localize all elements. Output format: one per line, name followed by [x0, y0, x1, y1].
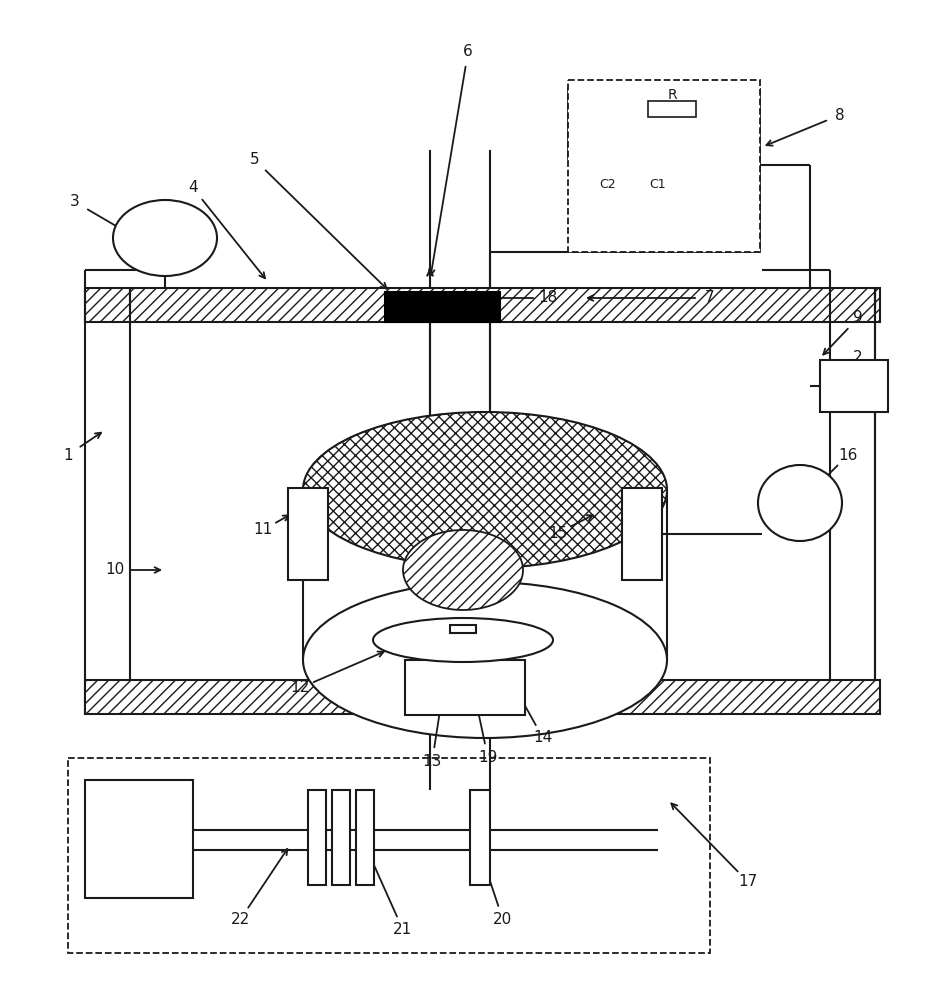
Bar	[85, 680, 880, 714]
Ellipse shape	[403, 530, 523, 610]
Text: 3: 3	[70, 194, 80, 210]
Text: 5: 5	[250, 152, 259, 167]
Text: P.G.: P.G.	[152, 231, 178, 245]
Text: 22: 22	[230, 912, 250, 928]
Text: 17: 17	[739, 874, 758, 890]
Text: C1: C1	[650, 178, 666, 192]
Bar	[568, 80, 760, 252]
Ellipse shape	[303, 412, 667, 568]
Bar	[288, 488, 328, 580]
Text: 14: 14	[533, 730, 553, 746]
Bar	[85, 288, 880, 322]
Ellipse shape	[758, 465, 842, 541]
Bar	[470, 790, 490, 885]
Text: R: R	[667, 88, 677, 102]
Text: 10: 10	[105, 562, 125, 578]
Text: 19: 19	[478, 750, 497, 766]
Bar	[385, 292, 500, 322]
Text: 18: 18	[539, 290, 557, 306]
Bar	[622, 488, 662, 580]
Text: 9: 9	[854, 310, 863, 326]
Text: 4: 4	[188, 180, 197, 196]
Text: 13: 13	[422, 754, 442, 770]
Bar	[356, 790, 374, 885]
Text: 11: 11	[254, 522, 273, 538]
Text: 8: 8	[835, 107, 845, 122]
Bar	[405, 660, 525, 715]
Ellipse shape	[373, 618, 553, 662]
Text: 1: 1	[63, 448, 72, 462]
Text: 12: 12	[290, 680, 309, 696]
Bar	[68, 758, 710, 953]
Text: 16: 16	[838, 448, 857, 462]
Text: 2: 2	[854, 351, 863, 365]
Text: T: T	[795, 495, 805, 510]
Text: 15: 15	[548, 526, 568, 540]
Text: 20: 20	[494, 912, 512, 928]
Bar	[820, 360, 888, 412]
Ellipse shape	[303, 582, 667, 738]
Bar	[85, 780, 193, 898]
Bar	[648, 101, 696, 117]
Text: 7: 7	[705, 290, 714, 306]
Text: 23: 23	[86, 870, 104, 886]
Bar	[332, 790, 350, 885]
Text: 21: 21	[393, 922, 413, 938]
Ellipse shape	[113, 200, 217, 276]
Bar	[450, 625, 476, 633]
Text: 6: 6	[463, 44, 473, 60]
Bar	[308, 790, 326, 885]
Text: C2: C2	[600, 178, 617, 192]
